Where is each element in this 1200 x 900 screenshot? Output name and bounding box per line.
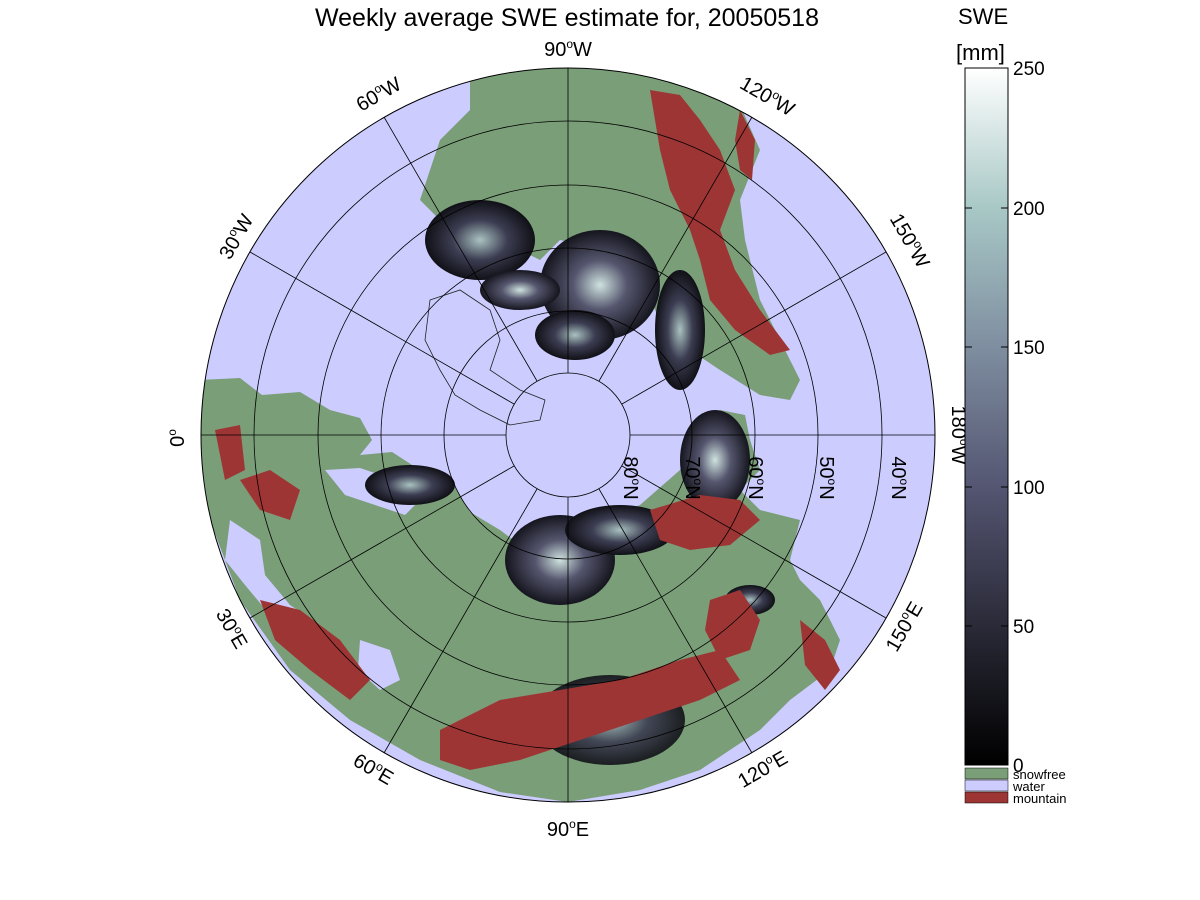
map-title: Weekly average SWE estimate for, 2005051… (315, 4, 819, 32)
colorbar-tick-150: 150 (1013, 338, 1045, 359)
snow-taymyr (565, 505, 675, 555)
snow-canada-east (425, 200, 535, 280)
lon-label-90w: 90oW (544, 37, 592, 61)
legend-swatch-mountain (964, 791, 1009, 804)
snow-canada-arctic (535, 310, 615, 360)
mountain-alps-iberia (240, 470, 300, 520)
colorbar-gradient (964, 67, 1009, 766)
mountain-turkey-iran (260, 600, 370, 700)
colorbar-label-unit: [mm] (956, 40, 1005, 65)
colorbar-tick-0: 0 (1013, 756, 1024, 777)
mountain-japan (800, 620, 840, 690)
polar-map (201, 68, 935, 802)
colorbar: 0 50 100 150 200 250 (964, 59, 1045, 777)
legend-label-water: water (1012, 779, 1045, 794)
colorbar-tick-250: 250 (1013, 59, 1045, 80)
snow-baffin (480, 270, 560, 310)
legend-label-mountain: mountain (1013, 791, 1066, 806)
lon-label-0: 0o (165, 429, 189, 447)
mountain-himalaya (440, 650, 740, 770)
colorbar-tick-200: 200 (1013, 199, 1045, 220)
mountain-far-east (705, 590, 760, 660)
colorbar-tick-100: 100 (1013, 478, 1045, 499)
lat-label-80n: 80oN (619, 456, 643, 499)
colorbar-ticks (965, 67, 1008, 766)
land-greenland (424, 289, 546, 426)
mountain-rockies (650, 90, 790, 355)
legend-swatch-snowfree (964, 767, 1009, 780)
snow-scandinavia (365, 465, 455, 505)
legend-label-snowfree: snowfree (1013, 767, 1066, 782)
map-boundary (200, 67, 936, 803)
mountain-rockies-east (735, 110, 755, 180)
lat-label-50n: 50oN (815, 456, 839, 499)
colorbar-tick-50: 50 (1013, 617, 1034, 638)
lat-label-70n: 70oN (681, 456, 705, 499)
graticule-meridians (201, 68, 935, 802)
category-legend: snowfree water mountain (964, 767, 1066, 806)
colorbar-label-swe: SWE (958, 4, 1009, 29)
lat-label-60n: 60oN (744, 456, 768, 499)
snow-alaska-yukon (655, 270, 705, 390)
mountain-east-siberia (650, 495, 760, 550)
lat-label-40n: 40oN (887, 456, 911, 499)
lon-label-90e: 90oE (547, 817, 589, 841)
legend-swatch-water (964, 779, 1009, 792)
lon-label-180w: 180oW (947, 406, 971, 465)
mountain-sinai (215, 425, 245, 480)
